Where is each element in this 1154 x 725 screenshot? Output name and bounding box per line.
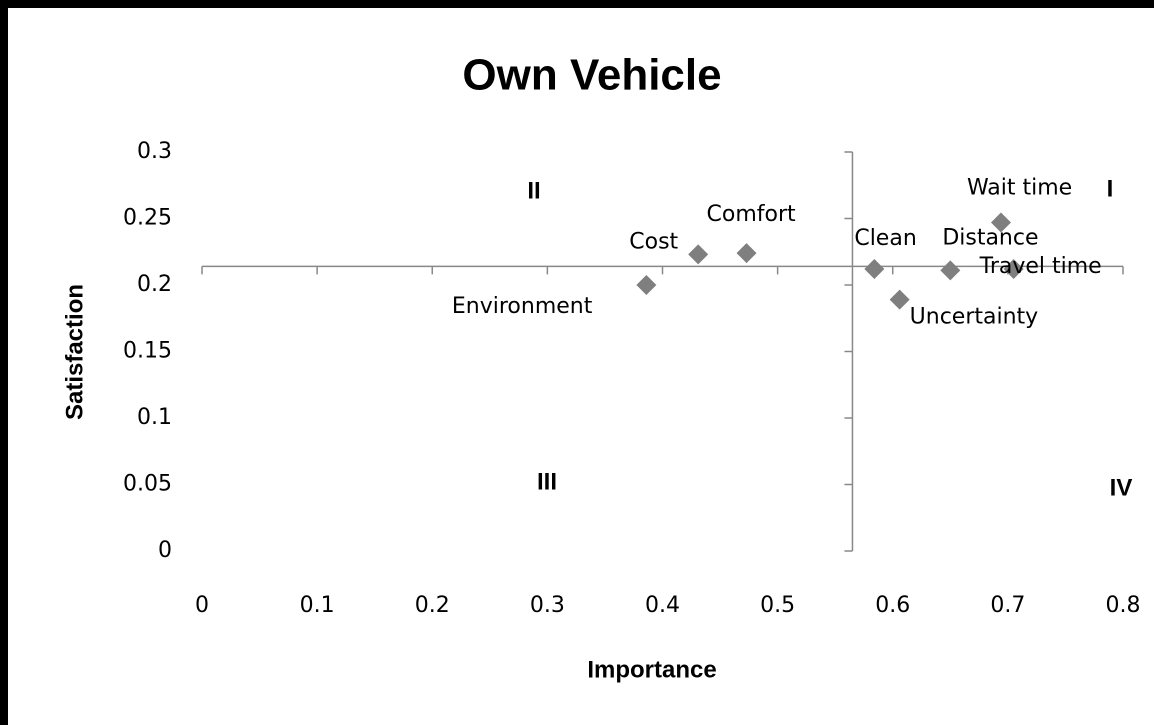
quadrant-label: IV — [1110, 474, 1133, 501]
x-tick-label: 0.7 — [990, 593, 1025, 618]
chart-title: Own Vehicle — [462, 51, 721, 100]
point-label: Comfort — [707, 202, 797, 227]
y-tick-label: 0.2 — [137, 272, 172, 297]
point — [1003, 259, 1024, 280]
y-tick-label: 0.05 — [123, 472, 172, 497]
x-tick-label: 0.6 — [875, 593, 910, 618]
point-label: Environment — [452, 294, 593, 319]
point — [990, 212, 1011, 233]
point-label: Wait time — [967, 175, 1072, 200]
point-label: Distance — [942, 225, 1038, 250]
point-label: Uncertainty — [910, 305, 1039, 330]
point-label: Cost — [629, 229, 678, 254]
y-tick-label: 0.1 — [137, 405, 172, 430]
x-tick-label: 0.8 — [1106, 593, 1141, 618]
y-tick-label: 0.15 — [123, 339, 172, 364]
quadrant-label: III — [537, 468, 557, 495]
point — [736, 243, 757, 264]
x-axis-title: Importance — [587, 656, 716, 683]
point-label: Clean — [854, 226, 916, 251]
point — [889, 289, 910, 310]
x-tick-label: 0 — [195, 593, 209, 618]
x-tick-label: 0.2 — [415, 593, 450, 618]
x-tick-label: 0.4 — [645, 593, 680, 618]
y-tick-label: 0.25 — [123, 206, 172, 231]
point-label: Travel time — [979, 254, 1102, 279]
y-tick-label: 0.3 — [137, 139, 172, 164]
point — [688, 244, 709, 265]
quadrant-label: I — [1107, 175, 1114, 202]
quadrant-label: II — [527, 177, 540, 204]
point — [940, 260, 961, 281]
y-tick-label: 0 — [158, 538, 172, 563]
x-tick-label: 0.5 — [760, 593, 795, 618]
y-axis-title: Satisfaction — [61, 284, 88, 420]
x-tick-label: 0.3 — [530, 593, 565, 618]
point — [864, 259, 885, 280]
point — [636, 275, 657, 295]
x-tick-label: 0.1 — [300, 593, 335, 618]
